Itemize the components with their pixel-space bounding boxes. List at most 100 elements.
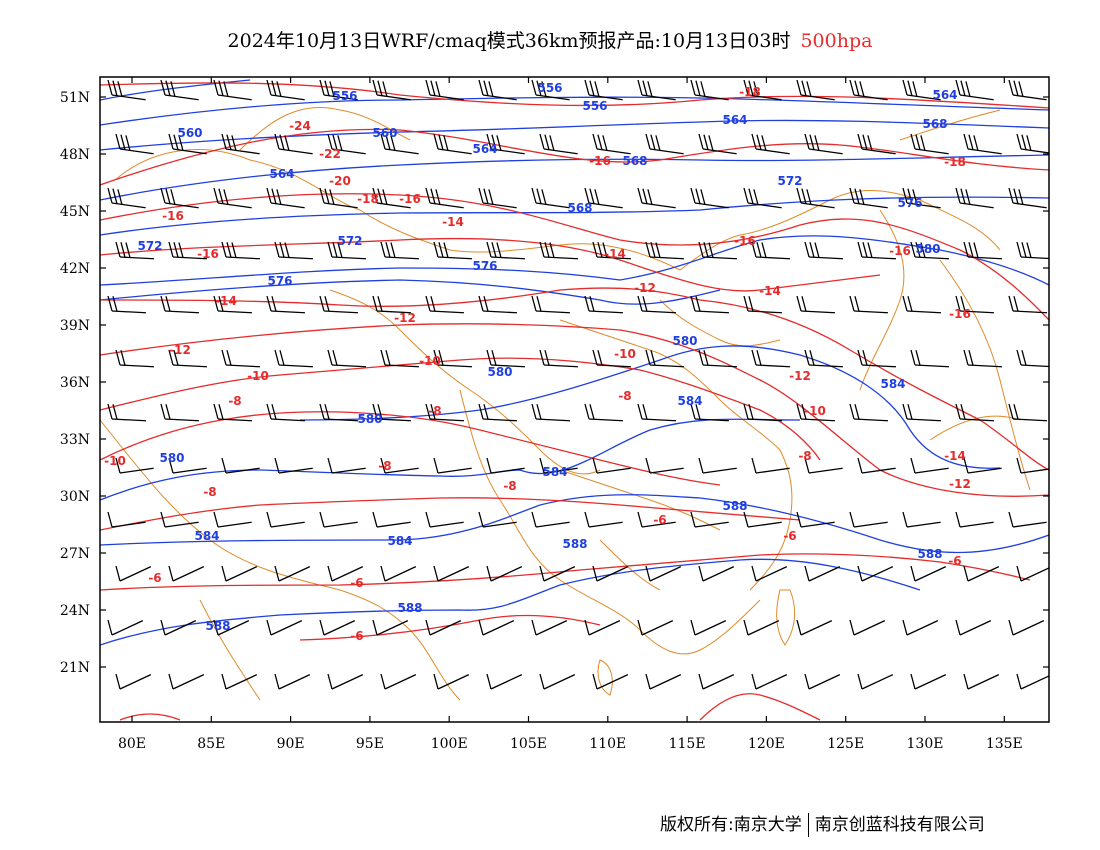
height-label: 572 [777,174,802,188]
wind-barb [645,565,682,582]
wind-barb [690,511,729,528]
x-tick-label: 85E [197,736,225,752]
wind-barb [796,187,835,209]
wind-barb [592,349,631,368]
wind-barb [221,673,258,690]
temperature-label: -16 [162,209,184,223]
temperature-label: -6 [350,576,363,590]
footer-separator [807,813,809,837]
y-tick-label: 48N [60,147,90,163]
wind-barb [266,619,303,636]
wind-barb [690,187,729,209]
temperature-label: -8 [378,459,391,473]
height-label: 568 [567,201,592,215]
wind-barb [910,457,949,474]
title-text: 2024年10月13日WRF/cmaq模式36km预报产品:10月13日03时 [227,30,791,52]
height-label: 584 [542,465,567,479]
temperature-label: -16 [734,234,756,248]
wind-barb [592,133,631,155]
wind-barb [849,403,888,422]
wind-barb [796,295,835,314]
wind-barbs [107,79,1049,690]
wind-barb [425,403,464,422]
height-label: 576 [472,259,497,273]
x-tick-label: 115E [669,736,706,752]
wind-barb [531,295,570,314]
wind-barb [478,295,517,314]
temperature-label: -8 [798,449,811,463]
wind-barb [857,133,896,155]
wind-barb [486,457,525,474]
wind-barb [372,619,409,636]
wind-barb [539,241,578,260]
wind-barb [327,673,364,690]
wind-barb [751,133,790,155]
wind-barb [380,133,419,155]
wind-barb [743,403,782,422]
wind-barb [645,133,684,155]
height-label: 576 [267,274,292,288]
wind-barb [584,187,623,209]
height-label: 588 [397,601,422,615]
wind-barb [804,133,843,155]
wind-barb [266,79,305,101]
height-label: 568 [622,154,647,168]
plot-frame [99,76,1050,723]
wind-barb [690,295,729,314]
wind-barb [743,79,782,101]
y-tick-label: 36N [60,375,90,391]
wind-barb [319,403,358,422]
wind-barb [637,619,674,636]
temperature-label: -6 [948,554,961,568]
wind-barb [478,187,517,209]
height-label: 584 [387,534,412,548]
wind-barb [213,619,250,636]
temperature-label: -8 [618,389,631,403]
wind-barb [751,241,790,260]
height-label: 580 [159,451,184,465]
wind-barb [698,457,737,474]
wind-barb [160,619,197,636]
wind-barb [327,349,366,368]
wind-barb [221,457,260,474]
temperature-label: -10 [104,454,126,468]
wind-barb [160,403,199,422]
temperature-label: -6 [783,529,796,543]
height-label: 584 [677,394,702,408]
wind-barb [486,133,525,155]
wind-barb [372,295,411,314]
temperature-label: -12 [949,477,971,491]
wind-barb [539,565,576,582]
wind-barb [849,187,888,209]
height-label: 568 [922,117,947,131]
wind-barb [1008,187,1047,209]
height-label: 580 [487,365,512,379]
wind-barb [902,187,941,209]
wind-barb [274,349,313,368]
wind-barb [539,673,576,690]
wind-barb [796,79,835,101]
wind-barb [1016,133,1049,154]
wind-barb [274,673,311,690]
wind-barb [849,295,888,314]
temperature-label: -18 [357,192,379,206]
wind-barb [1016,673,1049,690]
wind-barb [584,403,623,422]
temperature-label: -12 [634,281,656,295]
x-tick-label: 120E [748,736,785,752]
y-tick-label: 30N [60,489,90,505]
wind-barb [804,673,841,690]
wind-barb [645,457,684,474]
wind-barb [1008,511,1047,528]
temperature-label: -14 [215,294,237,308]
wind-barb [213,295,252,314]
wind-barb [531,511,570,528]
wind-barb [539,457,578,474]
temperature-label: -22 [319,147,341,161]
wind-barb [1008,403,1047,422]
wind-barb [433,133,472,155]
wind-barb [319,295,358,314]
temperature-label: -18 [944,155,966,169]
wind-barb [115,457,154,474]
